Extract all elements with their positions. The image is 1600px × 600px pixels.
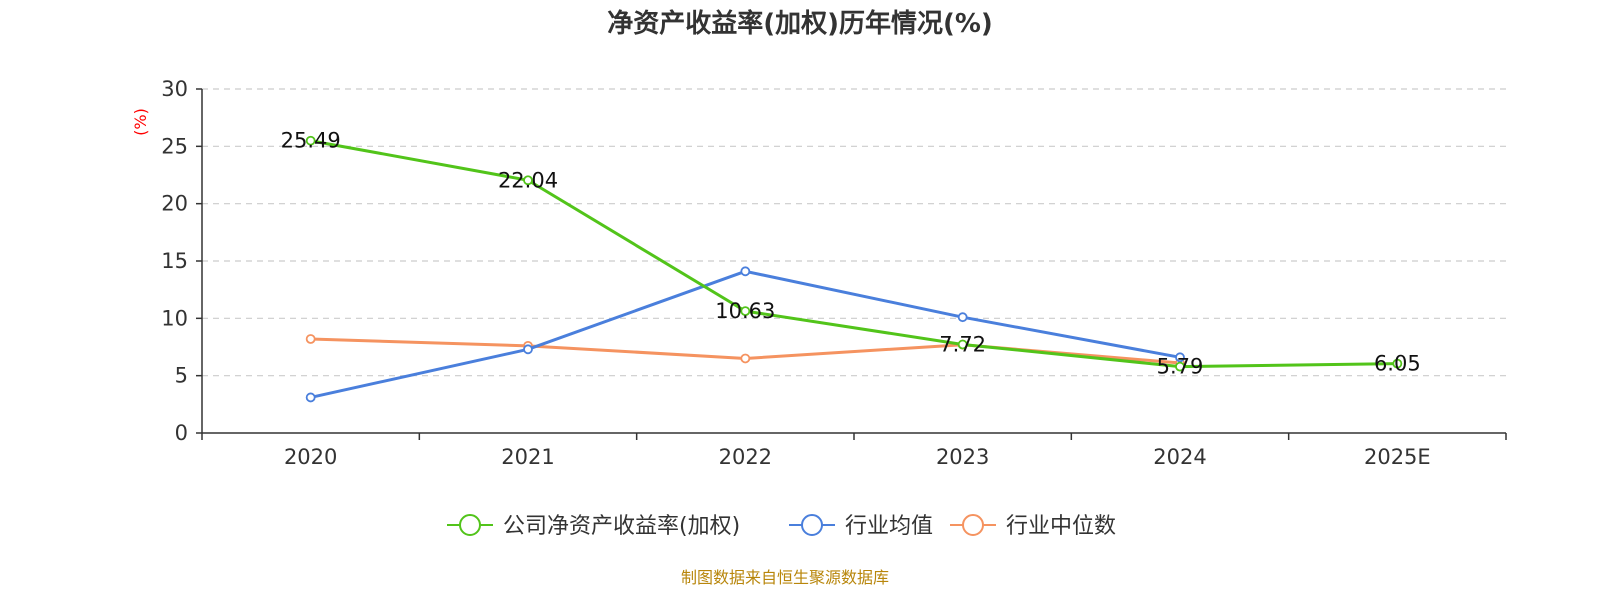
data-point[interactable]	[305, 135, 316, 146]
data-point[interactable]	[957, 312, 968, 323]
data-label: 10.63	[715, 299, 775, 323]
gridlines	[202, 88, 1506, 377]
data-point[interactable]	[1392, 358, 1403, 369]
series-2	[305, 334, 1185, 368]
data-point[interactable]	[1175, 352, 1185, 363]
data-labels: 25.49 22.04 10.63 7.72 5.79 6.05	[281, 129, 1421, 379]
data-label: 6.05	[1374, 352, 1421, 376]
data-point[interactable]	[305, 392, 316, 403]
legend-item[interactable]: 行业均值	[789, 514, 933, 539]
legend[interactable]: 公司净资产收益率(加权) 行业均值 行业中位数	[447, 514, 1116, 539]
x-tick-label: 2024	[1153, 445, 1206, 469]
y-tick-label: 30	[161, 77, 188, 101]
x-tick-label: 2023	[936, 445, 989, 469]
data-label: 7.72	[939, 332, 986, 356]
legend-marker	[801, 514, 823, 536]
series-line	[310, 139, 1398, 369]
data-label: 5.79	[1157, 355, 1204, 379]
data-point[interactable]	[523, 175, 533, 186]
data-point[interactable]	[1175, 361, 1185, 372]
x-tick-label: 2022	[719, 445, 772, 469]
series-1	[305, 266, 1185, 403]
y-axis-label: (%)	[131, 108, 150, 136]
data-point[interactable]	[740, 353, 751, 364]
legend-marker	[962, 514, 984, 536]
source-note: 制图数据来自恒生聚源数据库	[681, 568, 889, 587]
y-tick-label: 25	[161, 134, 188, 158]
legend-label: 公司净资产收益率(加权)	[503, 514, 740, 539]
x-tick-label: 2020	[284, 445, 337, 469]
axes: 0 5 10 15 20 25 30 2020 2021 2022 2023 2024 2025E	[161, 77, 1507, 469]
data-point[interactable]	[523, 344, 533, 355]
series-line	[310, 269, 1181, 399]
data-point[interactable]	[740, 306, 751, 317]
data-point[interactable]	[740, 266, 751, 277]
y-tick-label: 5	[175, 364, 188, 388]
series-lines	[305, 135, 1403, 403]
data-point[interactable]	[305, 334, 316, 344]
series-0	[305, 135, 1403, 372]
legend-label: 行业中位数	[1006, 514, 1116, 539]
legend-marker	[459, 514, 481, 536]
chart-title: 净资产收益率(加权)历年情况(%)	[607, 8, 993, 39]
y-tick-label: 15	[161, 249, 188, 273]
data-label: 22.04	[498, 168, 558, 192]
data-point[interactable]	[957, 339, 968, 350]
y-tick-label: 10	[161, 306, 188, 330]
x-tick-label: 2025E	[1364, 445, 1431, 469]
data-label: 25.49	[281, 129, 341, 153]
legend-label: 行业均值	[845, 514, 933, 539]
y-tick-label: 20	[161, 192, 188, 216]
x-tick-label: 2021	[501, 445, 554, 469]
legend-item[interactable]: 公司净资产收益率(加权)	[447, 514, 740, 539]
legend-item[interactable]: 行业中位数	[950, 514, 1116, 539]
y-tick-label: 0	[175, 421, 188, 445]
